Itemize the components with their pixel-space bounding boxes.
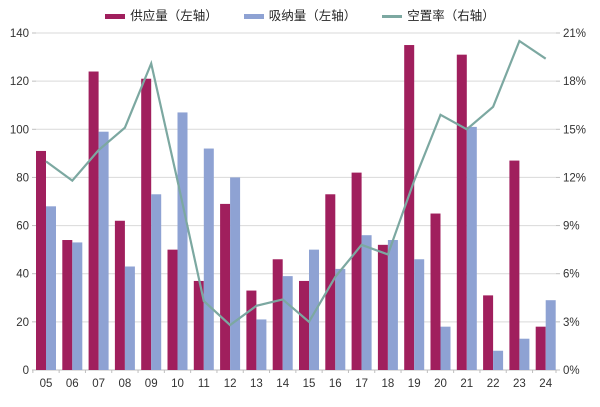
legend-item-supply: 供应量（左轴） bbox=[105, 8, 218, 24]
left-axis-label: 20 bbox=[16, 317, 29, 329]
bar-supply-17 bbox=[351, 172, 362, 370]
right-axis-label: 21% bbox=[563, 28, 586, 40]
x-axis-label: 14 bbox=[276, 378, 289, 390]
right-axis-label: 9% bbox=[563, 221, 580, 233]
x-axis-label: 10 bbox=[171, 378, 184, 390]
right-axis-label: 6% bbox=[563, 269, 580, 281]
bar-supply-10 bbox=[167, 249, 178, 370]
bar-absorption-09 bbox=[151, 194, 162, 370]
bar-absorption-12 bbox=[230, 177, 241, 370]
x-axis-label: 18 bbox=[382, 378, 395, 390]
bar-supply-09 bbox=[141, 78, 152, 370]
bar-absorption-10 bbox=[177, 112, 188, 370]
right-axis-label: 15% bbox=[563, 124, 586, 136]
x-axis-label: 11 bbox=[198, 378, 210, 390]
right-axis-label: 0% bbox=[563, 365, 580, 377]
bar-absorption-08 bbox=[124, 266, 135, 370]
x-axis-label: 19 bbox=[408, 378, 421, 390]
legend-item-absorption: 吸纳量（左轴） bbox=[243, 8, 357, 24]
supply-swatch-icon bbox=[105, 13, 126, 19]
legend-label-vacancy: 空置率（右轴） bbox=[407, 9, 495, 23]
x-axis-label: 07 bbox=[92, 378, 105, 390]
x-axis-label: 20 bbox=[434, 378, 447, 390]
x-axis-label: 21 bbox=[460, 378, 473, 390]
bar-supply-12 bbox=[220, 203, 231, 370]
x-axis-label: 17 bbox=[355, 378, 368, 390]
vacancy-rate-line bbox=[45, 39, 547, 327]
bar-supply-06 bbox=[62, 240, 73, 370]
bar-supply-14 bbox=[272, 259, 283, 370]
right-axis-label: 18% bbox=[563, 76, 586, 88]
x-axis-label: 16 bbox=[329, 378, 342, 390]
bar-supply-07 bbox=[88, 71, 99, 370]
left-axis-label: 120 bbox=[10, 76, 29, 88]
bar-supply-11 bbox=[193, 280, 204, 370]
bar-supply-18 bbox=[377, 244, 388, 370]
x-axis-label: 06 bbox=[66, 378, 79, 390]
x-axis-label: 23 bbox=[513, 378, 526, 390]
bar-absorption-17 bbox=[361, 235, 372, 370]
left-axis-label: 100 bbox=[10, 124, 29, 136]
bar-absorption-11 bbox=[203, 148, 214, 370]
bar-absorption-24 bbox=[545, 300, 556, 370]
legend-item-vacancy: 空置率（右轴） bbox=[382, 8, 495, 24]
bar-absorption-14 bbox=[282, 276, 293, 370]
x-axis-label: 12 bbox=[224, 378, 237, 390]
chart-legend: 供应量（左轴） 吸纳量（左轴） 空置率（右轴） bbox=[0, 8, 600, 24]
bar-absorption-18 bbox=[387, 240, 398, 370]
absorption-swatch-icon bbox=[243, 13, 264, 19]
bar-absorption-16 bbox=[335, 268, 346, 370]
legend-label-absorption: 吸纳量（左轴） bbox=[268, 9, 357, 23]
bar-supply-20 bbox=[430, 213, 441, 370]
bar-absorption-21 bbox=[466, 126, 477, 370]
bar-absorption-20 bbox=[440, 326, 451, 370]
bar-supply-08 bbox=[114, 220, 125, 370]
bar-absorption-06 bbox=[72, 242, 83, 370]
bar-supply-22 bbox=[483, 295, 494, 370]
left-axis-label: 60 bbox=[16, 221, 29, 233]
bar-supply-23 bbox=[509, 160, 520, 370]
legend-label-supply: 供应量（左轴） bbox=[130, 9, 218, 23]
bar-absorption-15 bbox=[309, 249, 319, 370]
bar-supply-19 bbox=[404, 45, 415, 371]
bar-absorption-19 bbox=[414, 259, 425, 370]
left-axis-label: 40 bbox=[16, 269, 29, 281]
x-axis-label: 05 bbox=[40, 378, 53, 390]
bar-absorption-23 bbox=[519, 338, 530, 370]
bar-absorption-13 bbox=[256, 319, 267, 370]
bar-supply-16 bbox=[325, 194, 336, 370]
right-axis-label: 3% bbox=[563, 317, 580, 329]
bar-supply-24 bbox=[535, 326, 546, 370]
bar-absorption-07 bbox=[98, 131, 109, 370]
left-axis-label: 0 bbox=[23, 365, 29, 377]
x-axis-label: 13 bbox=[250, 378, 263, 390]
x-axis-label: 09 bbox=[145, 378, 158, 390]
left-axis-label: 80 bbox=[16, 172, 29, 184]
x-axis-label: 24 bbox=[539, 378, 552, 390]
bar-supply-13 bbox=[246, 290, 257, 370]
right-axis-label: 12% bbox=[563, 172, 586, 184]
left-axis-label: 140 bbox=[10, 28, 29, 40]
bar-absorption-22 bbox=[493, 350, 504, 370]
x-axis-label: 15 bbox=[303, 378, 316, 390]
vacancy-swatch-icon bbox=[382, 14, 403, 18]
x-axis-label: 22 bbox=[487, 378, 500, 390]
bar-supply-15 bbox=[299, 280, 309, 370]
x-axis-label: 08 bbox=[119, 378, 132, 390]
bar-supply-05 bbox=[36, 150, 46, 370]
bar-absorption-05 bbox=[46, 206, 56, 370]
bar-supply-21 bbox=[456, 54, 467, 371]
